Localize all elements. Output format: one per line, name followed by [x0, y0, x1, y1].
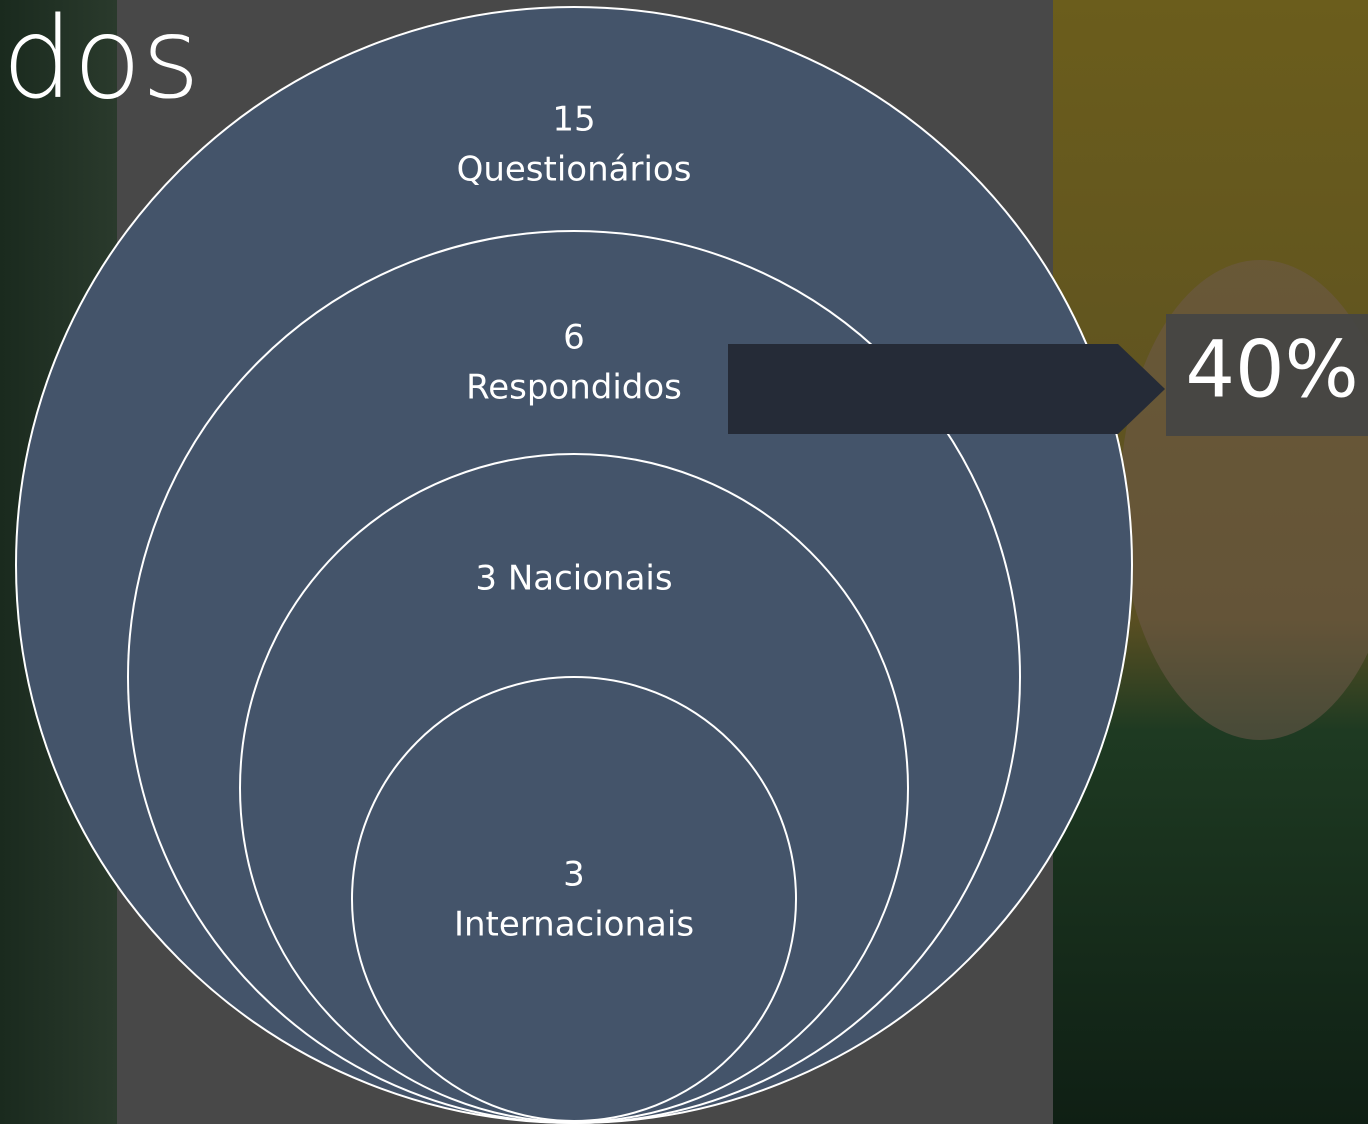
- node-label: Questionários: [457, 150, 692, 190]
- node-label: 15: [552, 100, 595, 140]
- title: dos: [2, 0, 200, 124]
- node-label: 3: [563, 855, 585, 895]
- node-label: 6: [563, 318, 585, 358]
- arrow: [728, 344, 1165, 434]
- slide: dos 15 Questionários 6 Respondidos 3 Naciona…: [0, 0, 1368, 1124]
- circle: [352, 677, 796, 1121]
- node-label: Respondidos: [466, 368, 682, 408]
- nested-circles: 15 Questionários 6 Respondidos 3 Nacionais 3 I…: [16, 7, 1132, 1123]
- node-label: 3 Nacionais: [475, 559, 672, 599]
- callout-label: 40%: [1185, 325, 1358, 415]
- node-label: Internacionais: [454, 905, 694, 945]
